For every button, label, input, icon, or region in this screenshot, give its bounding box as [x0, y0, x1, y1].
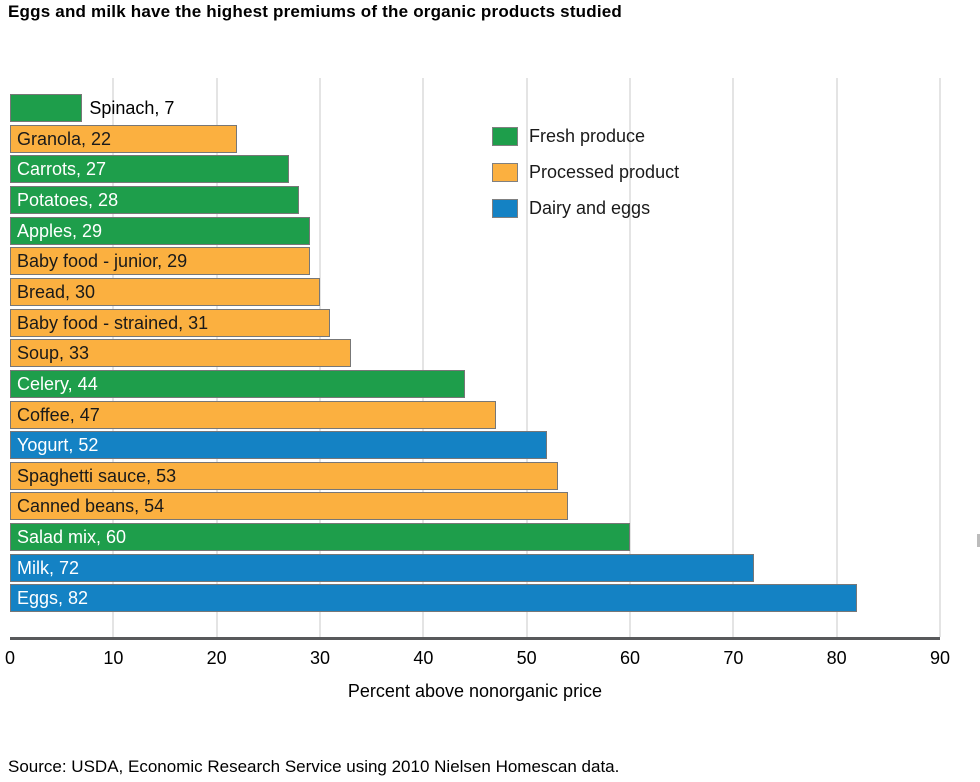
bar-label: Carrots, 27	[17, 159, 107, 180]
x-axis-title: Percent above nonorganic price	[347, 681, 603, 701]
gridline-80	[835, 78, 838, 637]
bar-apples: Apples, 29	[10, 216, 310, 245]
legend-label: Fresh produce	[529, 125, 646, 146]
x-axis-ticks: 0 10 20 30 40 50 60 70 80 90	[5, 648, 950, 670]
x-tick-label-10: 10	[103, 648, 124, 668]
bar-baby-food-junior: Baby food - junior, 29	[10, 247, 310, 276]
gridline-90	[939, 78, 941, 637]
bar-label: Baby food - strained, 31	[17, 312, 209, 333]
bar-spaghetti-sauce: Spaghetti sauce, 53	[10, 461, 558, 490]
bar-coffee: Coffee, 47	[10, 400, 496, 429]
x-tick-label-50: 50	[516, 648, 537, 668]
legend-item-processed-product: Processed product	[492, 154, 679, 190]
bar-label: Spaghetti sauce, 53	[17, 465, 177, 486]
bar-eggs: Eggs, 82	[10, 584, 858, 613]
bar-label: Baby food - junior, 29	[17, 251, 188, 272]
bar-label: Potatoes, 28	[17, 189, 119, 210]
bar-salad-mix: Salad mix, 60	[10, 523, 630, 552]
x-tick-label-80: 80	[826, 648, 847, 668]
bar-label: Salad mix, 60	[17, 527, 127, 548]
bar-canned-beans: Canned beans, 54	[10, 492, 568, 521]
bar-baby-food-strained: Baby food - strained, 31	[10, 308, 331, 337]
x-tick-label-0: 0	[4, 648, 16, 668]
bar-label: Celery, 44	[17, 373, 98, 394]
gridline-40	[422, 78, 425, 637]
bar-label: Eggs, 82	[17, 588, 89, 609]
legend-swatch-icon	[492, 162, 518, 182]
gridline-70	[732, 78, 735, 637]
legend-label: Dairy and eggs	[529, 197, 651, 218]
bar-label: Apples, 29	[17, 220, 103, 241]
bar-carrots: Carrots, 27	[10, 155, 289, 184]
legend-swatch-icon	[492, 198, 518, 218]
bar-label: Yogurt, 52	[17, 435, 99, 456]
bar-yogurt: Yogurt, 52	[10, 431, 548, 460]
bar-label: Coffee, 47	[17, 404, 100, 425]
bar-label: Milk, 72	[17, 557, 80, 578]
x-tick-label-90: 90	[929, 648, 951, 668]
bar-spinach: Spinach, 7	[10, 94, 174, 122]
gridline-60	[628, 78, 631, 637]
chart-title: Eggs and milk have the highest premiums …	[8, 2, 623, 21]
bar-label: Soup, 33	[17, 343, 90, 364]
x-tick-label-70: 70	[723, 648, 744, 668]
bar-bread: Bread, 30	[10, 277, 320, 306]
bar-label: Bread, 30	[17, 281, 96, 302]
bar-potatoes: Potatoes, 28	[10, 185, 300, 214]
right-edge-artifact	[977, 534, 980, 547]
bar-label: Granola, 22	[17, 128, 112, 149]
x-tick-label-40: 40	[413, 648, 434, 668]
x-tick-label-30: 30	[309, 648, 330, 668]
legend-item-dairy-and-eggs: Dairy and eggs	[492, 190, 679, 226]
x-tick-label-60: 60	[619, 648, 640, 668]
bar-label: Canned beans, 54	[17, 496, 165, 517]
bar-granola: Granola, 22	[10, 124, 238, 153]
legend-item-fresh-produce: Fresh produce	[492, 118, 679, 154]
legend: Fresh produce Processed product Dairy and …	[492, 118, 679, 226]
gridline-50	[525, 78, 528, 637]
legend-label: Processed product	[529, 161, 680, 182]
bar-label: Spinach, 7	[89, 98, 175, 118]
plot-area: Spinach, 7 Granola, 22 Carrots, 27 Potatoes…	[10, 78, 941, 640]
legend-swatch-icon	[492, 126, 518, 146]
bar-milk: Milk, 72	[10, 553, 754, 582]
source-note: Source: USDA, Economic Research Service …	[8, 757, 620, 776]
bar-celery: Celery, 44	[10, 369, 465, 398]
x-tick-label-20: 20	[206, 648, 227, 668]
bar-soup: Soup, 33	[10, 339, 351, 368]
